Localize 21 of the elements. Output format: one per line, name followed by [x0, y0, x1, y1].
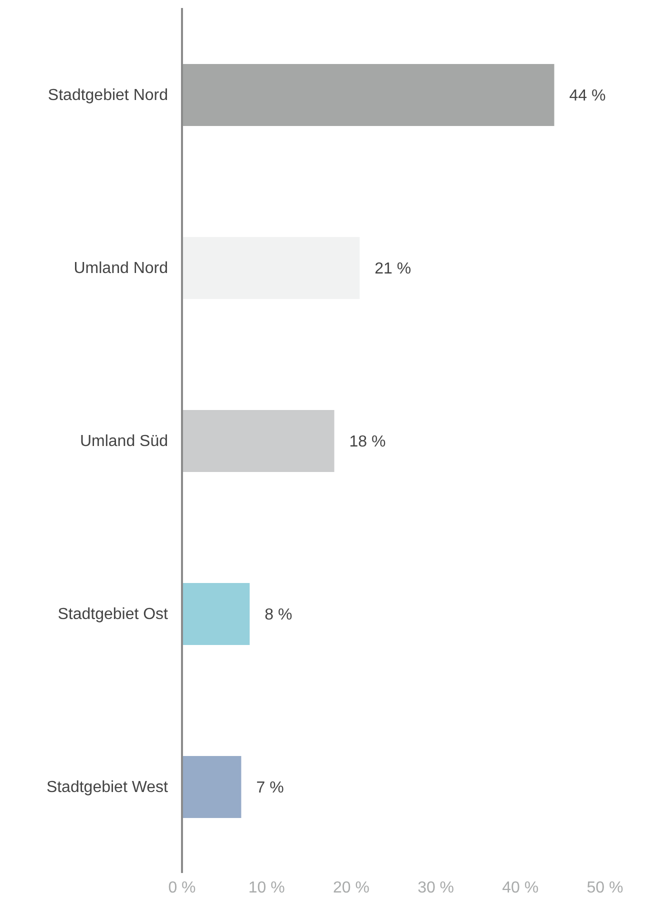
x-tick-label: 0 %: [168, 879, 196, 896]
bar: [182, 583, 250, 645]
x-tick-label: 30 %: [418, 879, 454, 896]
bar: [182, 237, 360, 299]
x-tick-label: 50 %: [586, 879, 624, 896]
x-tick-label: 40 %: [502, 879, 539, 896]
x-tick-label: 20 %: [332, 879, 370, 896]
y-tick-label: Stadtgebiet Ost: [58, 606, 169, 624]
bar: [182, 64, 554, 126]
bar: [182, 756, 242, 818]
data-label: 18 %: [349, 434, 386, 451]
data-label: 7 %: [256, 780, 284, 797]
x-tick-label: 10 %: [248, 879, 285, 896]
data-label: 8 %: [264, 606, 292, 624]
y-tick-label: Umland Nord: [74, 260, 168, 278]
y-tick-label: Stadtgebiet Nord: [48, 87, 168, 104]
bar: [182, 410, 334, 472]
y-tick-label: Stadtgebiet West: [46, 779, 169, 796]
data-label: 44 %: [569, 88, 606, 105]
data-label: 21 %: [374, 260, 412, 278]
y-tick-label: Umland Süd: [80, 433, 168, 450]
